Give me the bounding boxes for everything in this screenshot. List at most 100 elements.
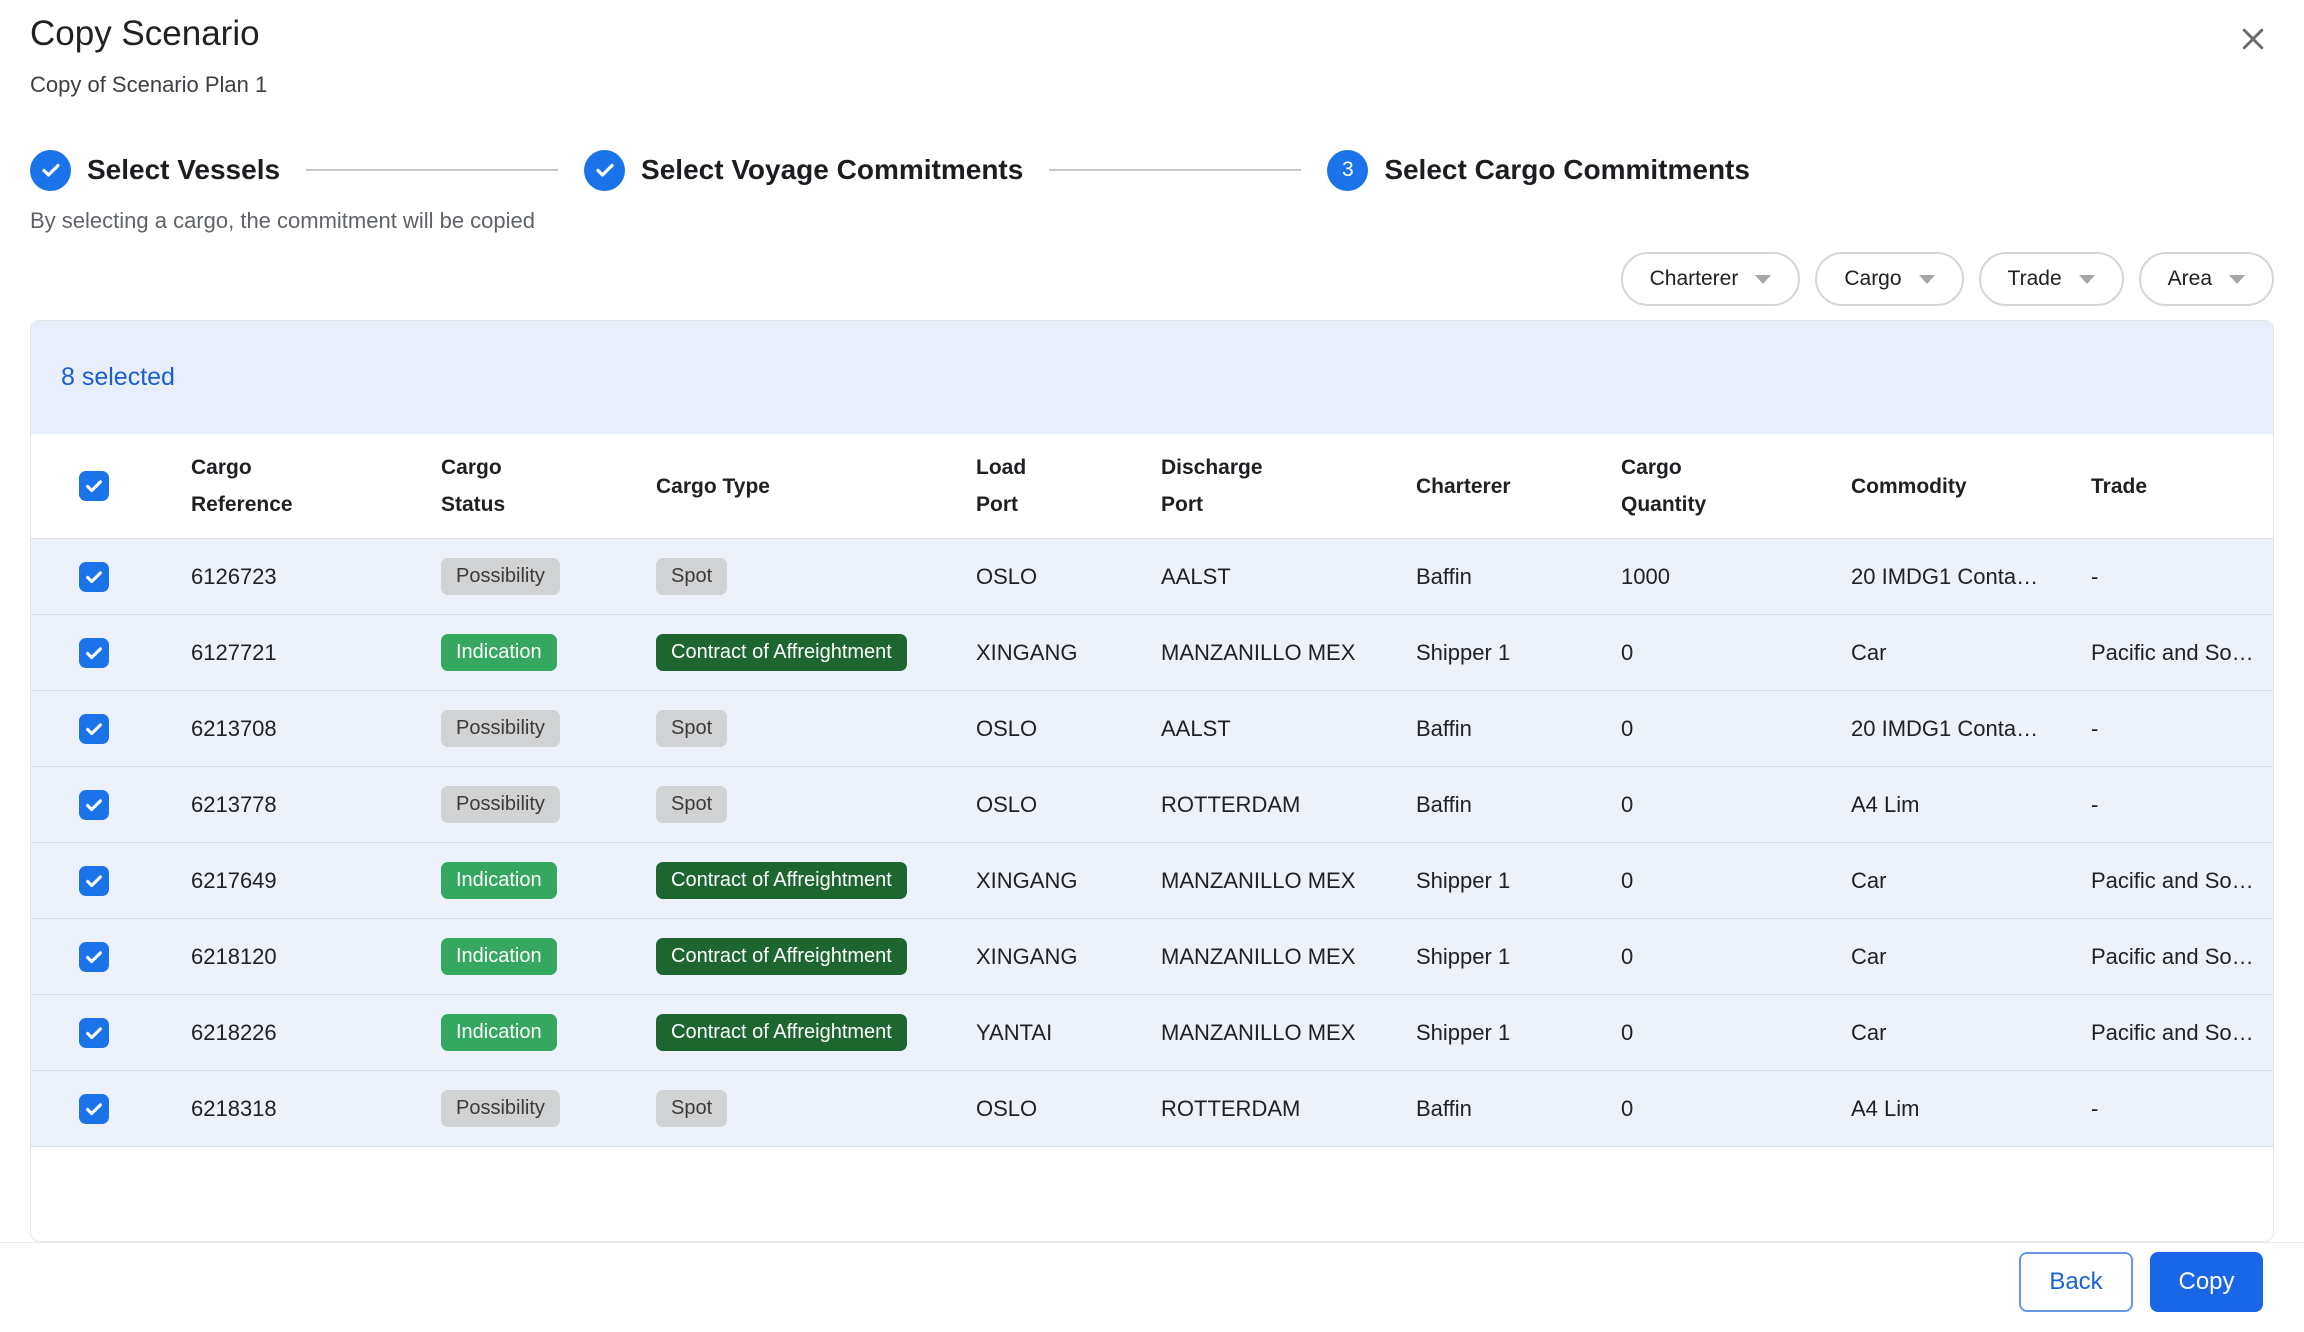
- cell-cargo-quantity: 1000: [1621, 564, 1851, 590]
- back-button[interactable]: Back: [2019, 1252, 2133, 1312]
- cell-cargo-reference: 6127721: [191, 640, 441, 666]
- cell-cargo-type: Spot: [656, 786, 976, 823]
- cargo-status-badge: Possibility: [441, 558, 560, 595]
- col-header-charterer: Charterer: [1416, 468, 1621, 505]
- cell-cargo-quantity: 0: [1621, 716, 1851, 742]
- cell-discharge-port: ROTTERDAM: [1161, 792, 1416, 818]
- cell-cargo-type: Contract of Affreightment: [656, 938, 976, 975]
- cell-commodity: 20 IMDG1 Conta…: [1851, 564, 2091, 590]
- filter-label: Trade: [2008, 267, 2062, 291]
- cell-discharge-port: MANZANILLO MEX: [1161, 944, 1416, 970]
- cargo-type-badge: Spot: [656, 558, 727, 595]
- table-body: 6126723 Possibility Spot OSLO AALST Baff…: [31, 539, 2273, 1147]
- step-select-voyage-commitments[interactable]: Select Voyage Commitments: [584, 150, 1023, 191]
- col-header-trade: Trade: [2091, 468, 2257, 505]
- filter-trade-dropdown[interactable]: Trade: [1979, 252, 2124, 306]
- select-all-checkbox[interactable]: [79, 471, 109, 501]
- chevron-down-icon: [2229, 275, 2245, 284]
- step-description: By selecting a cargo, the commitment wil…: [30, 208, 535, 234]
- chevron-down-icon: [1919, 275, 1935, 284]
- cell-discharge-port: ROTTERDAM: [1161, 1096, 1416, 1122]
- chevron-down-icon: [2079, 275, 2095, 284]
- page-title: Copy Scenario: [30, 14, 260, 54]
- cargo-status-badge: Possibility: [441, 1090, 560, 1127]
- step-select-vessels[interactable]: Select Vessels: [30, 150, 280, 191]
- cargo-type-badge: Spot: [656, 786, 727, 823]
- cell-cargo-status: Possibility: [441, 786, 656, 823]
- cell-cargo-status: Indication: [441, 938, 656, 975]
- cell-trade: Pacific and So…: [2091, 640, 2257, 666]
- cargo-status-badge: Indication: [441, 1014, 557, 1051]
- cell-cargo-status: Indication: [441, 634, 656, 671]
- table-row: 6213778 Possibility Spot OSLO ROTTERDAM …: [31, 767, 2273, 843]
- row-checkbox[interactable]: [79, 1018, 109, 1048]
- cargo-status-badge: Possibility: [441, 786, 560, 823]
- filter-label: Area: [2168, 267, 2212, 291]
- cell-cargo-type: Spot: [656, 710, 976, 747]
- cell-discharge-port: MANZANILLO MEX: [1161, 640, 1416, 666]
- cell-charterer: Baffin: [1416, 792, 1621, 818]
- cell-commodity: Car: [1851, 944, 2091, 970]
- copy-scenario-dialog: Copy Scenario Copy of Scenario Plan 1 Se…: [0, 0, 2304, 1332]
- row-checkbox[interactable]: [79, 942, 109, 972]
- stepper: Select Vessels Select Voyage Commitments…: [30, 146, 1750, 194]
- cell-cargo-status: Possibility: [441, 558, 656, 595]
- col-header-cargo-status: CargoStatus: [441, 449, 656, 523]
- row-checkbox[interactable]: [79, 714, 109, 744]
- table-row: 6213708 Possibility Spot OSLO AALST Baff…: [31, 691, 2273, 767]
- row-checkbox[interactable]: [79, 1094, 109, 1124]
- cell-trade: -: [2091, 564, 2257, 590]
- cell-commodity: 20 IMDG1 Conta…: [1851, 716, 2091, 742]
- cell-load-port: OSLO: [976, 564, 1161, 590]
- cell-cargo-status: Possibility: [441, 1090, 656, 1127]
- selection-bar: 8 selected: [31, 321, 2273, 434]
- cell-cargo-quantity: 0: [1621, 868, 1851, 894]
- col-header-cargo-reference: CargoReference: [191, 449, 441, 523]
- cell-charterer: Baffin: [1416, 1096, 1621, 1122]
- filter-cargo-dropdown[interactable]: Cargo: [1815, 252, 1963, 306]
- cargo-status-badge: Possibility: [441, 710, 560, 747]
- close-icon[interactable]: [2234, 20, 2272, 58]
- row-checkbox[interactable]: [79, 866, 109, 896]
- row-checkbox[interactable]: [79, 562, 109, 592]
- step-label: Select Voyage Commitments: [641, 154, 1023, 186]
- table-row: 6218226 Indication Contract of Affreight…: [31, 995, 2273, 1071]
- cell-load-port: XINGANG: [976, 868, 1161, 894]
- filter-label: Cargo: [1844, 267, 1901, 291]
- table-row: 6127721 Indication Contract of Affreight…: [31, 615, 2273, 691]
- row-checkbox[interactable]: [79, 638, 109, 668]
- cell-cargo-status: Indication: [441, 1014, 656, 1051]
- dialog-subtitle: Copy of Scenario Plan 1: [30, 72, 267, 98]
- cell-cargo-reference: 6213708: [191, 716, 441, 742]
- cell-trade: Pacific and So…: [2091, 1020, 2257, 1046]
- cell-charterer: Baffin: [1416, 716, 1621, 742]
- cargo-status-badge: Indication: [441, 938, 557, 975]
- cell-load-port: OSLO: [976, 716, 1161, 742]
- step-completed-check-icon: [30, 150, 71, 191]
- row-checkbox-cell: [79, 1094, 191, 1124]
- cell-cargo-quantity: 0: [1621, 1020, 1851, 1046]
- cell-charterer: Shipper 1: [1416, 868, 1621, 894]
- row-checkbox-cell: [79, 562, 191, 592]
- copy-button[interactable]: Copy: [2150, 1252, 2263, 1312]
- cell-cargo-type: Contract of Affreightment: [656, 1014, 976, 1051]
- cell-load-port: OSLO: [976, 792, 1161, 818]
- row-checkbox-cell: [79, 1018, 191, 1048]
- table-row: 6218318 Possibility Spot OSLO ROTTERDAM …: [31, 1071, 2273, 1147]
- cell-trade: -: [2091, 716, 2257, 742]
- cell-cargo-quantity: 0: [1621, 640, 1851, 666]
- col-header-discharge-port: DischargePort: [1161, 449, 1416, 523]
- cell-trade: -: [2091, 792, 2257, 818]
- cell-discharge-port: MANZANILLO MEX: [1161, 868, 1416, 894]
- col-header-commodity: Commodity: [1851, 468, 2091, 505]
- step-select-cargo-commitments[interactable]: 3 Select Cargo Commitments: [1327, 150, 1750, 191]
- cell-trade: Pacific and So…: [2091, 944, 2257, 970]
- cell-cargo-status: Indication: [441, 862, 656, 899]
- cell-commodity: A4 Lim: [1851, 1096, 2091, 1122]
- filter-area-dropdown[interactable]: Area: [2139, 252, 2274, 306]
- row-checkbox[interactable]: [79, 790, 109, 820]
- filter-charterer-dropdown[interactable]: Charterer: [1621, 252, 1801, 306]
- cell-cargo-reference: 6126723: [191, 564, 441, 590]
- col-header-cargo-type: Cargo Type: [656, 468, 976, 505]
- cargo-status-badge: Indication: [441, 862, 557, 899]
